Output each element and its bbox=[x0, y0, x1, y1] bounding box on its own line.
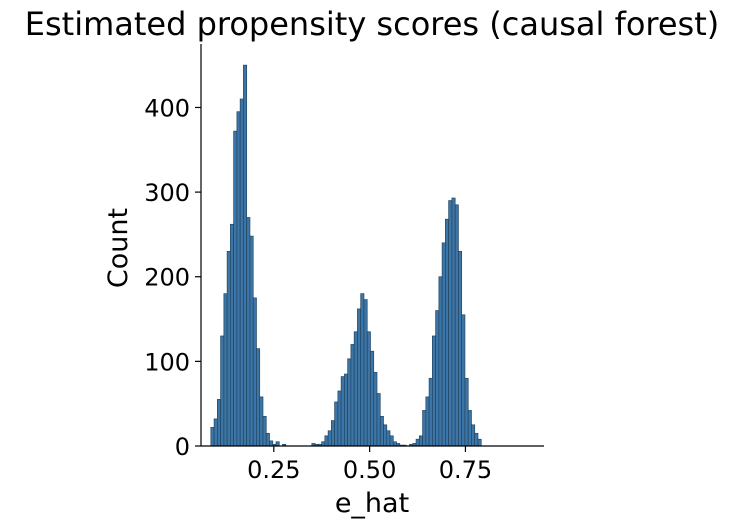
y-axis-label: Count bbox=[103, 208, 134, 288]
histogram-bar bbox=[435, 310, 440, 447]
histogram-bar bbox=[370, 350, 375, 447]
histogram-bar bbox=[334, 401, 339, 447]
histogram-bar bbox=[376, 393, 381, 447]
histogram-bar bbox=[366, 331, 371, 447]
x-tick-label: 0.75 bbox=[439, 456, 492, 484]
chart-title: Estimated propensity scores (causal fore… bbox=[25, 5, 720, 43]
histogram-bar bbox=[223, 293, 228, 447]
histogram-bar bbox=[230, 223, 234, 447]
histogram-bar bbox=[451, 197, 456, 447]
histogram-bar bbox=[269, 440, 274, 447]
histogram-bar bbox=[217, 399, 221, 447]
histogram-bar bbox=[262, 416, 267, 447]
histogram-bar bbox=[249, 235, 254, 447]
histogram-bar bbox=[275, 441, 280, 447]
histogram-bar bbox=[360, 293, 365, 447]
histogram-bar bbox=[350, 344, 355, 447]
histogram-bar bbox=[445, 218, 450, 447]
histogram-bar bbox=[432, 335, 436, 447]
x-axis-label: e_hat bbox=[335, 488, 409, 519]
histogram-bar bbox=[239, 98, 244, 447]
histogram-bar bbox=[213, 418, 218, 447]
histogram-bar bbox=[454, 204, 459, 447]
histogram-bar bbox=[383, 424, 388, 447]
histogram-bar bbox=[448, 200, 453, 447]
histogram-bar bbox=[243, 64, 248, 447]
y-axis-ticks: 0 100 200 300 400 bbox=[144, 94, 201, 461]
histogram-bar bbox=[373, 372, 378, 447]
histogram-bar bbox=[461, 314, 466, 447]
histogram-bar bbox=[438, 276, 443, 447]
histogram-bar bbox=[389, 435, 394, 447]
histogram-bar bbox=[477, 438, 482, 447]
histogram-bar bbox=[252, 297, 257, 447]
histogram-bar bbox=[464, 377, 469, 447]
histogram-bar bbox=[357, 308, 362, 447]
histogram-bar bbox=[265, 432, 270, 447]
histogram-bar bbox=[353, 331, 358, 447]
x-tick-label: 0.25 bbox=[247, 456, 300, 484]
y-tick-label: 400 bbox=[144, 94, 190, 122]
histogram-bar bbox=[337, 390, 342, 447]
histogram-bar bbox=[418, 435, 423, 447]
histogram-bar bbox=[331, 420, 335, 447]
histogram-bar bbox=[327, 430, 332, 447]
histogram-bar bbox=[321, 441, 326, 447]
x-tick-label: 0.50 bbox=[343, 456, 396, 484]
histogram-bar bbox=[379, 416, 384, 447]
histogram-bar bbox=[392, 441, 397, 447]
histogram-bar bbox=[340, 376, 345, 447]
histogram-bar bbox=[233, 130, 238, 447]
histogram-bar bbox=[363, 299, 368, 447]
y-tick-label: 100 bbox=[144, 348, 190, 376]
histogram-bar bbox=[324, 435, 329, 447]
histogram-bar bbox=[347, 358, 352, 447]
bars-group bbox=[210, 64, 482, 447]
histogram-bar bbox=[467, 410, 472, 447]
x-axis-ticks: 0.25 0.50 0.75 bbox=[247, 446, 492, 484]
histogram-bar bbox=[236, 111, 241, 447]
histogram-bar bbox=[210, 427, 215, 447]
histogram-bar bbox=[441, 242, 446, 447]
histogram-bar bbox=[386, 430, 391, 447]
histogram-bar bbox=[422, 410, 427, 447]
histogram-bar bbox=[344, 373, 349, 447]
y-tick-label: 0 bbox=[175, 433, 190, 461]
histogram-bar bbox=[425, 396, 430, 447]
histogram-bar bbox=[246, 217, 251, 447]
y-tick-label: 200 bbox=[144, 264, 190, 292]
histogram-bar bbox=[220, 335, 225, 447]
histogram-bar bbox=[428, 377, 433, 447]
histogram-bar bbox=[259, 396, 264, 447]
y-tick-label: 300 bbox=[144, 179, 190, 207]
histogram-bar bbox=[415, 438, 420, 447]
histogram-bar bbox=[471, 424, 476, 447]
histogram-bar bbox=[474, 432, 479, 447]
histogram-bar bbox=[226, 251, 231, 447]
histogram-bar bbox=[256, 348, 261, 447]
histogram-bar bbox=[458, 251, 463, 447]
